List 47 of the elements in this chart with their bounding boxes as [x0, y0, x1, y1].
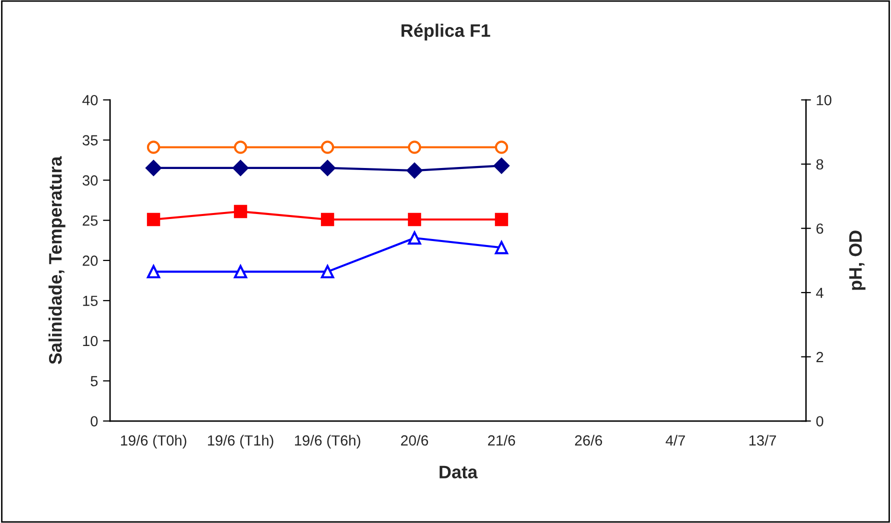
point: [146, 140, 160, 154]
y-tick-label: 35: [82, 135, 98, 146]
point: [494, 158, 510, 174]
y-tick-label: 0: [90, 416, 98, 426]
x-tick-label: 19/6 (T1h): [208, 434, 274, 448]
y-tick-label: 20: [82, 256, 98, 266]
point: [408, 140, 422, 154]
y2-tick-label: 8: [816, 159, 824, 170]
y2-tick-label: 6: [816, 223, 824, 234]
point: [320, 160, 336, 176]
point: [146, 265, 160, 278]
point: [494, 140, 508, 154]
y-tick-label: 40: [82, 94, 98, 106]
point: [494, 241, 508, 254]
x-axis-title: Data: [440, 466, 478, 478]
point: [320, 140, 334, 154]
point: [320, 265, 334, 278]
point: [408, 231, 422, 245]
y2-tick-label: 10: [816, 94, 832, 106]
y-tick-label: 30: [82, 175, 98, 186]
point: [232, 160, 248, 176]
x-tick-label: 20/6: [401, 434, 428, 446]
point: [406, 162, 422, 178]
x-tick-label: 21/6: [488, 434, 516, 446]
x-tick-label: 26/6: [575, 434, 602, 446]
y-tick-label: 10: [83, 336, 98, 346]
y-tick-label: 15: [83, 296, 98, 306]
point: [234, 204, 248, 218]
point: [408, 212, 422, 226]
y-tick-label: 5: [90, 376, 98, 386]
x-tick-label: 13/7: [749, 434, 776, 446]
point: [320, 212, 334, 226]
point: [146, 160, 162, 176]
y-tick-label: 25: [82, 215, 98, 226]
y2-tick-label: 0: [816, 416, 824, 426]
x-tick-label: 19/6 (T6h): [295, 434, 360, 448]
point: [234, 265, 248, 278]
x-tick-label: 19/6 (T0h): [121, 434, 186, 448]
y2-axis-title: pH, OD: [849, 230, 866, 290]
chart-title: Réplica F1: [402, 24, 490, 41]
point: [494, 212, 508, 226]
point: [234, 140, 248, 154]
y2-tick-label: 4: [816, 288, 824, 298]
y-axis-title: Salinidade, Temperatura: [48, 156, 66, 364]
x-tick-label: 4/7: [666, 434, 685, 446]
y2-tick-label: 2: [816, 352, 824, 362]
point: [146, 212, 160, 226]
